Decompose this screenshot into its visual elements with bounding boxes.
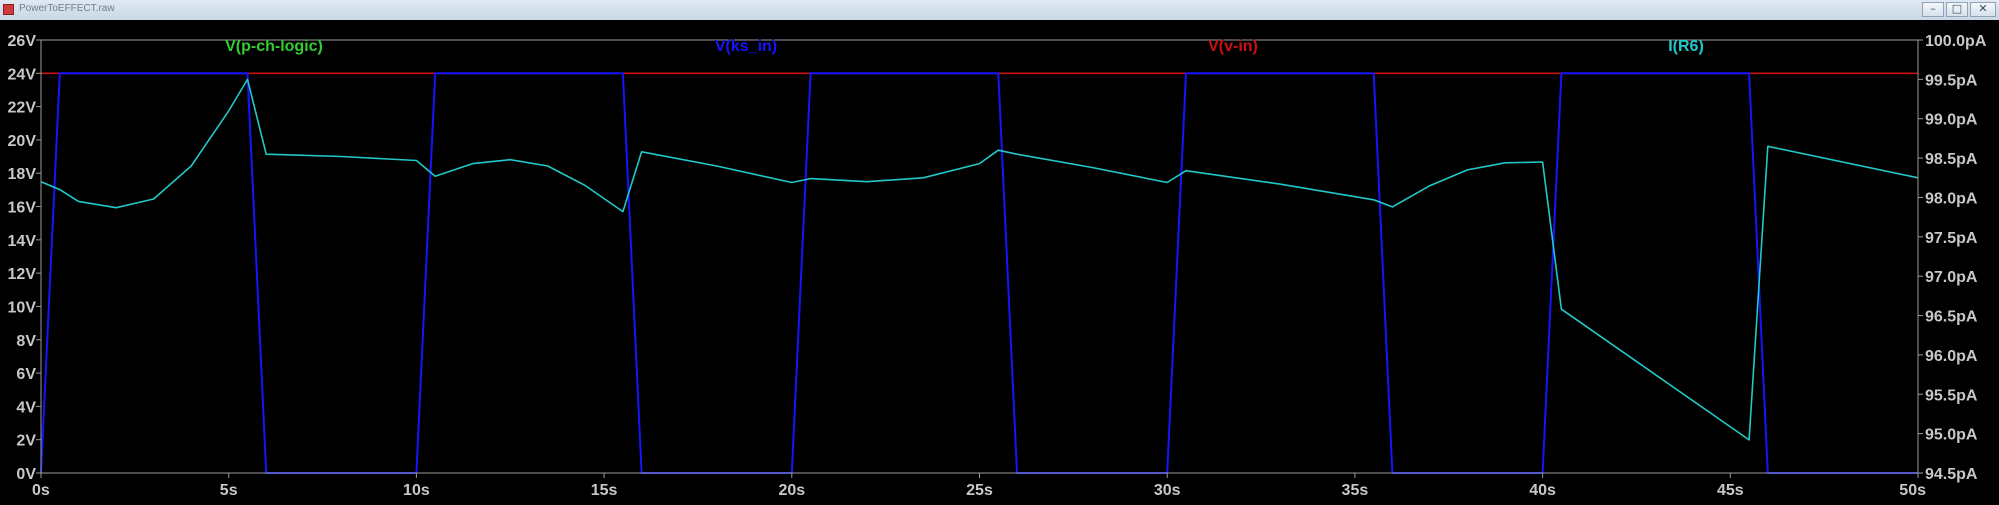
- y-right-tick-label: 100.0pA: [1925, 33, 1987, 50]
- y-left-tick-label: 0V: [16, 466, 36, 483]
- trace-label[interactable]: V(v-in): [1208, 38, 1258, 55]
- x-tick-label: 35s: [1342, 482, 1369, 499]
- y-right-tick-label: 99.0pA: [1925, 112, 1978, 129]
- y-left-tick-label: 22V: [8, 100, 37, 117]
- y-right-tick-label: 96.5pA: [1925, 309, 1978, 326]
- y-left-tick-label: 4V: [16, 399, 36, 416]
- x-tick-label: 45s: [1717, 482, 1744, 499]
- waveform-plot[interactable]: 0s 5s 10s 15s 20s 25s 30s 35s 40s 45s 50s 0V 2V 4V 6V 8…: [0, 20, 1999, 505]
- app-icon: [3, 4, 14, 15]
- y-left-tick-label: 16V: [8, 200, 37, 217]
- y-right-tick-label: 99.5pA: [1925, 72, 1978, 89]
- y-left-tick-label: 14V: [8, 233, 37, 250]
- window-titlebar: PowerToEFFECT.raw – □ ✕: [0, 0, 1999, 21]
- close-button[interactable]: ✕: [1970, 2, 1996, 17]
- x-tick-label: 5s: [220, 482, 238, 499]
- y-left-tick-label: 20V: [8, 133, 37, 150]
- y-right-tick-label: 97.0pA: [1925, 269, 1978, 286]
- window-title: PowerToEFFECT.raw: [19, 3, 115, 14]
- y-left-tick-label: 18V: [8, 166, 37, 183]
- y-right-tick-label: 98.0pA: [1925, 190, 1978, 207]
- y-left-tick-label: 6V: [16, 366, 36, 383]
- trace-labels: V(p-ch-logic) V(ks_in) V(v-in) I(R6): [225, 38, 1704, 55]
- x-tick-label: 50s: [1899, 482, 1926, 499]
- x-tick-label: 25s: [966, 482, 993, 499]
- y-right-tick-label: 95.5pA: [1925, 387, 1978, 404]
- x-tick-label: 20s: [778, 482, 805, 499]
- x-tick-label: 30s: [1154, 482, 1181, 499]
- trace-label[interactable]: I(R6): [1668, 38, 1704, 55]
- trace-v-ks-in[interactable]: [40, 72, 1918, 474]
- y-left-tick-label: 8V: [16, 333, 36, 350]
- x-tick-label: 40s: [1529, 482, 1556, 499]
- waveform-viewer[interactable]: 0s 5s 10s 15s 20s 25s 30s 35s 40s 45s 50s 0V 2V 4V 6V 8…: [0, 20, 1999, 505]
- y-right-tick-label: 98.5pA: [1925, 151, 1978, 168]
- x-tick-label: 15s: [591, 482, 618, 499]
- y-right-tick-label: 96.0pA: [1925, 348, 1978, 365]
- maximize-button[interactable]: □: [1946, 2, 1968, 17]
- y-right-tick-label: 97.5pA: [1925, 230, 1978, 247]
- y-left-tick-label: 26V: [8, 33, 37, 50]
- x-tick-label: 10s: [403, 482, 430, 499]
- plot-frame-rect: [40, 39, 1919, 474]
- y-left-tick-label: 24V: [8, 66, 37, 83]
- y-left-tick-label: 10V: [8, 299, 37, 316]
- minimize-button[interactable]: –: [1922, 2, 1944, 17]
- trace-label[interactable]: V(p-ch-logic): [225, 38, 323, 55]
- axes-layer: 0s 5s 10s 15s 20s 25s 30s 35s 40s 45s 50s 0V 2V 4V 6V 8…: [8, 33, 1987, 499]
- x-tick-label: 0s: [32, 482, 50, 499]
- y-right-tick-label: 95.0pA: [1925, 427, 1978, 444]
- trace-i-r6[interactable]: [40, 78, 1919, 441]
- y-left-tick-label: 2V: [16, 433, 36, 450]
- trace-label[interactable]: V(ks_in): [715, 38, 777, 55]
- traces-layer: [40, 72, 1919, 474]
- y-right-tick-label: 94.5pA: [1925, 466, 1978, 483]
- y-left-tick-label: 12V: [8, 266, 37, 283]
